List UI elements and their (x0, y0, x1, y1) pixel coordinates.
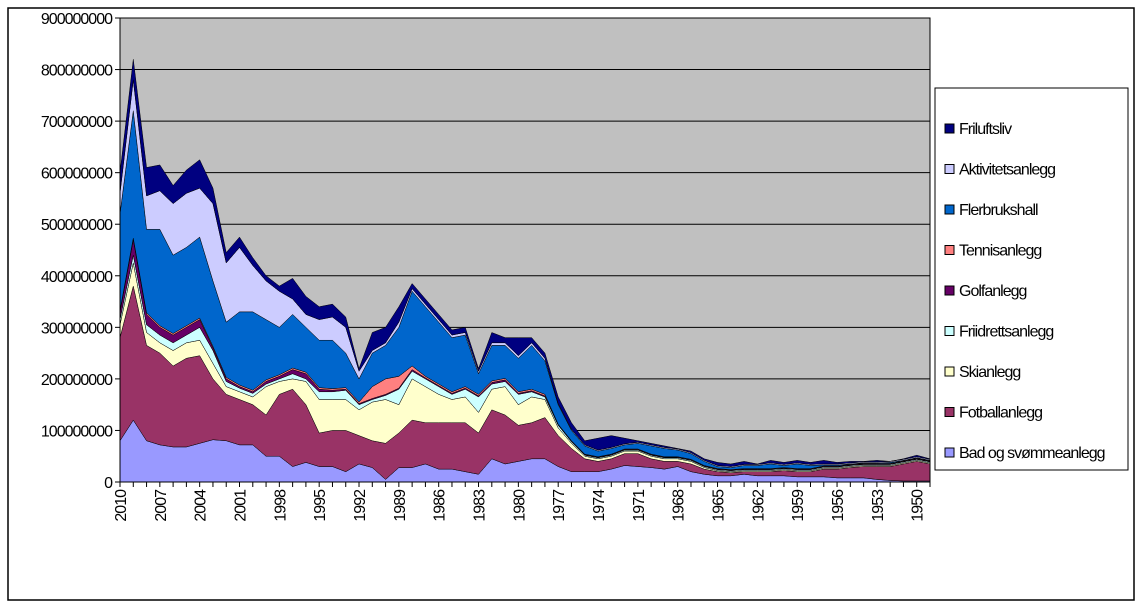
y-tick-label: 500000000 (41, 217, 113, 234)
x-tick-label: 1995 (312, 489, 329, 522)
legend-label: Fotballanlegg (959, 405, 1042, 422)
x-tick-label: 1992 (352, 489, 369, 522)
legend-label: Bad og svømmeanlegg (959, 445, 1105, 462)
legend-swatch (944, 447, 955, 458)
legend-label: Aktivitetsanlegg (959, 162, 1055, 179)
x-tick-label: 2004 (193, 489, 210, 522)
legend-swatch (944, 164, 955, 174)
x-tick-label: 2010 (113, 489, 130, 522)
x-tick-label: 1953 (870, 489, 887, 522)
y-tick-label: 900000000 (41, 11, 113, 28)
x-tick-label: 1968 (671, 489, 688, 522)
x-tick-label: 1965 (711, 489, 728, 522)
y-tick-label: 700000000 (41, 114, 113, 131)
x-tick-label: 1971 (631, 489, 648, 522)
y-tick-label: 800000000 (41, 63, 113, 80)
x-tick-label: 2007 (153, 489, 170, 522)
x-tick-label: 1998 (272, 489, 289, 522)
legend-label: Friidrettsanlegg (959, 324, 1053, 341)
x-tick-label: 1962 (750, 489, 767, 522)
y-tick-label: 0 (104, 475, 113, 492)
x-tick-label: 1959 (790, 489, 807, 522)
x-tick-label: 1974 (591, 489, 608, 522)
plot-border (119, 17, 931, 483)
y-tick-label: 200000000 (41, 372, 113, 389)
y-tick-label: 100000000 (41, 423, 113, 440)
x-tick-label: 1980 (511, 489, 528, 522)
x-tick-label: 2001 (233, 489, 250, 522)
x-tick-label: 1950 (910, 489, 927, 522)
x-tick-label: 1983 (472, 489, 489, 522)
legend-label: Golfanlegg (959, 283, 1026, 300)
legend-label: Tennisanlegg (959, 243, 1041, 260)
x-tick-label: 1977 (551, 489, 568, 522)
legend-swatch (944, 204, 955, 215)
x-tick-label: 1956 (830, 489, 847, 522)
legend-label: Skianlegg (959, 364, 1020, 381)
legend-label: Friluftsliv (959, 121, 1012, 138)
legend (934, 87, 1129, 471)
legend-swatch (944, 285, 955, 296)
legend-swatch (944, 407, 955, 417)
legend-swatch (944, 245, 955, 255)
legend-label: Flerbrukshall (959, 202, 1038, 219)
y-tick-label: 600000000 (41, 166, 113, 183)
legend-swatch (944, 123, 955, 134)
x-tick-label: 1986 (432, 489, 449, 522)
y-tick-label: 300000000 (41, 320, 113, 337)
legend-swatch (944, 366, 955, 377)
y-tick-label: 400000000 (41, 269, 113, 286)
x-tick-label: 1989 (392, 489, 409, 522)
legend-swatch (944, 326, 955, 336)
